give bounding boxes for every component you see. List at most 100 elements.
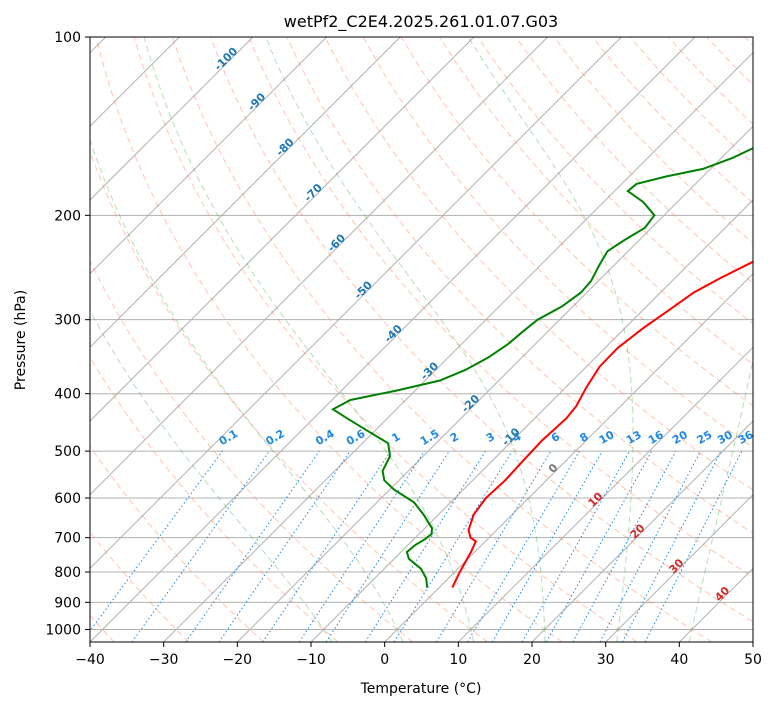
- dry-adiabat-line: [210, 37, 753, 623]
- temperature-trace: [451, 260, 753, 589]
- y-tick-label: 400: [54, 387, 81, 403]
- x-axis-ticks: −40 −30 −20 −10 0 10 20 30 40 50: [75, 642, 762, 668]
- isotherm-label: -90: [245, 90, 268, 113]
- x-tick-label: −30: [149, 652, 179, 668]
- x-tick-label: −20: [223, 652, 253, 668]
- mixing-ratio-line: [218, 450, 351, 642]
- isotherm-line: [90, 37, 475, 422]
- mixing-ratio-line: [364, 450, 486, 642]
- dry-adiabat-line: [90, 445, 264, 642]
- y-tick-label: 1000: [45, 622, 81, 638]
- dry-adiabat-line: [515, 37, 753, 284]
- mixing-ratio-label: 1.5: [418, 427, 441, 448]
- mixing-ratio-line: [393, 450, 513, 642]
- chart-title: wetPf2_C2E4.2025.261.01.07.G03: [284, 12, 558, 32]
- x-tick-label: 30: [597, 652, 615, 668]
- moist-adiabat-line: [762, 37, 775, 642]
- y-tick-label: 200: [54, 208, 81, 224]
- mixing-ratio-label: 0.6: [344, 427, 368, 448]
- mixing-ratio-label: 30: [715, 428, 735, 447]
- dewpoint-trace: [331, 147, 753, 588]
- isotherm-line: [752, 641, 753, 642]
- moist-adiabat-line: [143, 37, 475, 642]
- mixing-ratio-label: 25: [695, 428, 715, 447]
- isotherm-line: [90, 37, 696, 642]
- isotherm-label: 40: [712, 584, 732, 604]
- dry-adiabat-line: [668, 37, 753, 125]
- isotherm-label: -30: [418, 359, 441, 382]
- mixing-ratio-line: [131, 450, 270, 642]
- mixing-ratio-line: [185, 450, 320, 642]
- mixing-ratio-line: [491, 450, 603, 642]
- y-tick-label: 100: [54, 30, 81, 46]
- mixing-ratio-line: [572, 450, 677, 642]
- isotherm-label: -40: [382, 322, 405, 345]
- y-tick-label: 700: [54, 531, 81, 547]
- isotherm-line: [236, 125, 753, 642]
- isotherm-line: [90, 37, 622, 570]
- dry-adiabat-line: [553, 37, 753, 244]
- mixing-ratio-label: 20: [670, 428, 690, 447]
- dry-adiabat-line: [706, 37, 753, 86]
- dry-adiabat-line: [324, 37, 753, 491]
- dry-adiabat-line: [90, 259, 414, 642]
- dry-adiabat-line: [591, 37, 753, 204]
- isotherm-line: [90, 37, 549, 496]
- dry-adiabat-line: [286, 37, 753, 534]
- mixing-ratio-label: 0.2: [263, 427, 286, 448]
- x-tick-label: −40: [75, 652, 105, 668]
- dry-adiabat-line: [90, 150, 488, 642]
- x-tick-label: 40: [670, 652, 688, 668]
- isotherm-label: 20: [628, 521, 648, 541]
- mixing-ratio-label: 13: [624, 428, 644, 447]
- isotherm-label: -100: [212, 44, 241, 73]
- mixing-ratio-line: [90, 450, 223, 632]
- mixing-ratio-label: 2: [448, 430, 461, 445]
- sounding-traces: [331, 147, 753, 589]
- dry-adiabat-line: [744, 37, 753, 47]
- isotherm-label: 30: [666, 556, 686, 576]
- y-tick-label: 600: [54, 491, 81, 507]
- mixing-ratio-label: 16: [646, 428, 666, 447]
- moist-adiabat-line: [90, 309, 333, 642]
- mixing-ratio-line: [262, 450, 392, 642]
- mixing-ratio-line: [644, 450, 743, 642]
- mixing-ratio-line: [545, 450, 653, 642]
- mixing-ratio-label: 3: [484, 430, 497, 445]
- dry-adiabat-line: [248, 37, 753, 578]
- x-tick-label: 50: [744, 652, 762, 668]
- isotherm-line: [310, 199, 753, 642]
- dry-adiabat-line: [133, 37, 638, 642]
- mixing-ratio-line: [599, 450, 701, 642]
- dry-adiabat-line: [95, 37, 563, 642]
- isotherm-label: -50: [352, 278, 375, 301]
- y-axis-ticks: 1000 900 800 700 600 500 400 300 200 100: [45, 30, 90, 638]
- x-tick-label: 10: [449, 652, 467, 668]
- moist-adiabat-line: [688, 358, 753, 642]
- background-lines: [90, 37, 775, 642]
- isotherm-label: -10: [499, 425, 522, 448]
- isotherm-label: -20: [459, 392, 482, 415]
- y-tick-label: 300: [54, 313, 81, 329]
- mixing-ratio-line: [435, 450, 552, 642]
- mixing-ratio-line: [467, 450, 580, 642]
- mixing-ratio-label: 10: [597, 428, 617, 447]
- mixing-ratio-label: 1: [390, 430, 403, 445]
- x-tick-label: 0: [380, 652, 389, 668]
- moist-adiabat-line: [90, 138, 404, 642]
- x-axis-label: Temperature (°C): [360, 681, 482, 697]
- isotherm-line: [531, 420, 753, 642]
- moist-adiabat-line: [265, 37, 546, 642]
- isotherm-line: [90, 37, 328, 275]
- isotherm-line: [384, 272, 753, 642]
- y-axis-label: Pressure (hPa): [13, 290, 29, 390]
- isotherm-line: [90, 37, 254, 201]
- y-tick-label: 900: [54, 595, 81, 611]
- mixing-ratio-line: [521, 450, 630, 642]
- y-tick-label: 800: [54, 565, 81, 581]
- x-tick-label: 20: [523, 652, 541, 668]
- isotherm-line: [457, 346, 753, 642]
- dry-adiabat-line: [90, 356, 339, 642]
- moist-adiabat-line: [467, 37, 634, 642]
